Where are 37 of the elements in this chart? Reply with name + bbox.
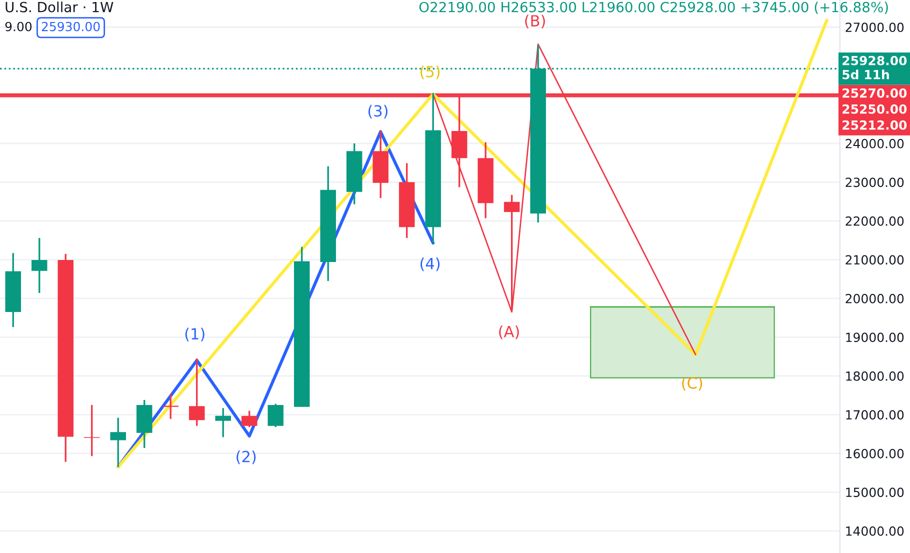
y-tick-label: 21000.00: [846, 255, 904, 265]
y-tick-label: 15000.00: [846, 488, 904, 498]
candlestick: [84, 404, 100, 457]
candlestick: [31, 237, 48, 294]
y-tick-label: 18000.00: [846, 371, 904, 381]
y-tick-label: 22000.00: [846, 216, 904, 226]
annotation: 25930.00: [42, 22, 100, 32]
annotation: O22190.00 H26533.00 L21960.00 C25928.00 +3745.00 (+16.88%): [419, 2, 888, 14]
candlestick: [504, 194, 520, 311]
candlestick: [162, 393, 178, 420]
annotation: (3): [368, 104, 388, 118]
candlestick: [268, 402, 284, 428]
annotation: 9.00: [5, 22, 32, 32]
annotation: (5): [420, 66, 440, 80]
annotation: (1): [185, 328, 204, 342]
candlestick: [188, 358, 205, 427]
annotation: (C): [682, 376, 702, 391]
y-tick-label: 14000.00: [846, 526, 904, 536]
candlestick: [241, 410, 258, 428]
y-tick-label: 24000.00: [846, 138, 904, 148]
annotation: (A): [499, 326, 519, 340]
y-tick-label: 23000.00: [846, 178, 904, 188]
annotation: (2): [236, 450, 256, 464]
ref-line-label: 25250.00: [842, 104, 907, 114]
y-tick-label: 20000.00: [846, 294, 904, 304]
ref-line-label: 25928.00 5d 11h: [842, 56, 907, 80]
y-tick-label: 19000.00: [846, 332, 904, 342]
ref-line-label: 25270.00: [842, 88, 907, 98]
y-tick-label: 16000.00: [846, 448, 904, 458]
chart-title: U.S. Dollar · 1W: [6, 2, 114, 12]
y-tick-label: 27000.00: [846, 22, 904, 32]
annotation: (B): [525, 14, 545, 28]
candlestick: [215, 407, 231, 438]
ref-line-label: 25212.00: [842, 120, 907, 130]
annotation: (4): [420, 258, 440, 272]
y-tick-label: 17000.00: [846, 410, 904, 420]
candlestick: [110, 416, 126, 468]
